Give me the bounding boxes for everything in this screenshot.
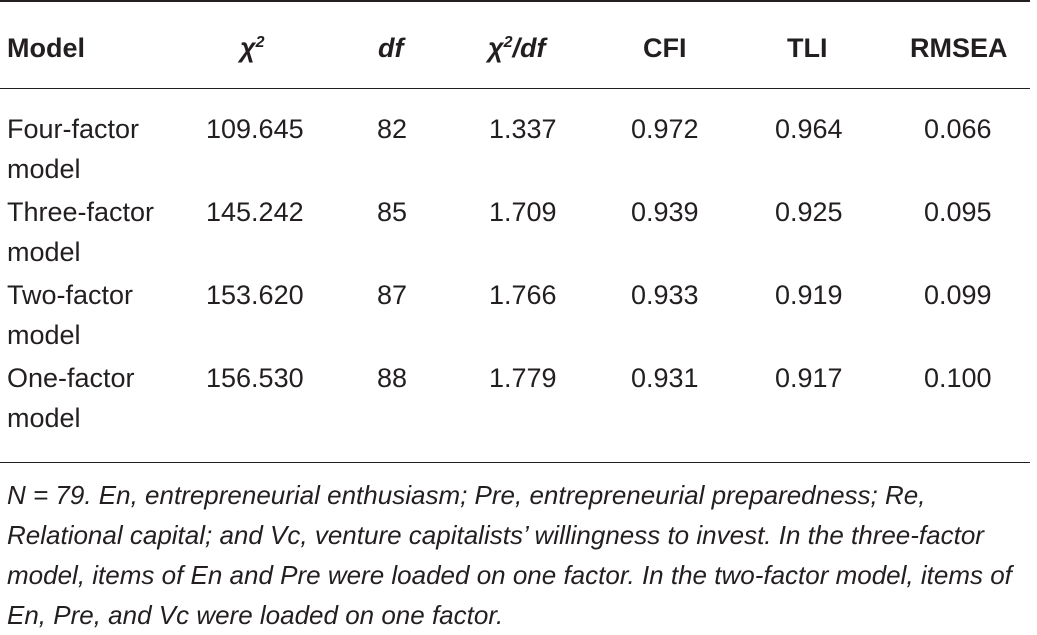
row-cfi: 0.972 <box>631 114 699 144</box>
header-tli: TLI <box>787 33 828 63</box>
row-chi2: 145.242 <box>206 197 304 227</box>
row-cfi: 0.933 <box>631 280 699 310</box>
row-model: One-factor model <box>7 363 135 433</box>
row-df: 88 <box>377 363 408 393</box>
row-chi2df: 1.337 <box>489 114 557 144</box>
row-df: 87 <box>377 280 408 310</box>
table-footnote: N = 79. En, entrepreneurial enthusiasm; … <box>7 480 1012 630</box>
table-header-rule <box>0 88 1030 89</box>
row-rmsea: 0.095 <box>924 197 992 227</box>
row-chi2: 156.530 <box>206 363 304 393</box>
header-df: df <box>378 33 404 63</box>
row-model: Three-factor model <box>7 197 155 267</box>
header-chi2df-sup: 2 <box>503 34 513 51</box>
row-tli: 0.917 <box>775 363 843 393</box>
row-rmsea: 0.100 <box>924 363 992 393</box>
row-chi2df: 1.766 <box>489 280 557 310</box>
row-df: 85 <box>377 197 408 227</box>
row-chi2df: 1.709 <box>489 197 557 227</box>
header-cfi: CFI <box>643 33 687 63</box>
row-chi2: 153.620 <box>206 280 304 310</box>
row-chi2df: 1.779 <box>489 363 557 393</box>
row-rmsea: 0.099 <box>924 280 992 310</box>
row-chi2: 109.645 <box>206 114 304 144</box>
header-chi2: χ2 <box>240 28 265 68</box>
row-cfi: 0.939 <box>631 197 699 227</box>
row-tli: 0.964 <box>775 114 843 144</box>
header-chi2-sup: 2 <box>255 34 265 51</box>
header-chi2df: χ2/df <box>488 28 546 68</box>
table-bottom-rule <box>0 462 1030 463</box>
header-chi2-base: χ <box>240 33 256 63</box>
header-model: Model <box>7 33 85 63</box>
row-df: 82 <box>377 114 408 144</box>
row-rmsea: 0.066 <box>924 114 992 144</box>
row-tli: 0.925 <box>775 197 843 227</box>
header-rmsea: RMSEA <box>910 33 1008 63</box>
row-tli: 0.919 <box>775 280 843 310</box>
row-model: Two-factor model <box>7 280 134 350</box>
row-cfi: 0.931 <box>631 363 699 393</box>
header-chi2df-rest: /df <box>512 33 546 63</box>
table-top-rule <box>0 0 1030 2</box>
header-chi2df-base: χ <box>488 33 504 63</box>
row-model: Four-factor model <box>7 114 140 184</box>
